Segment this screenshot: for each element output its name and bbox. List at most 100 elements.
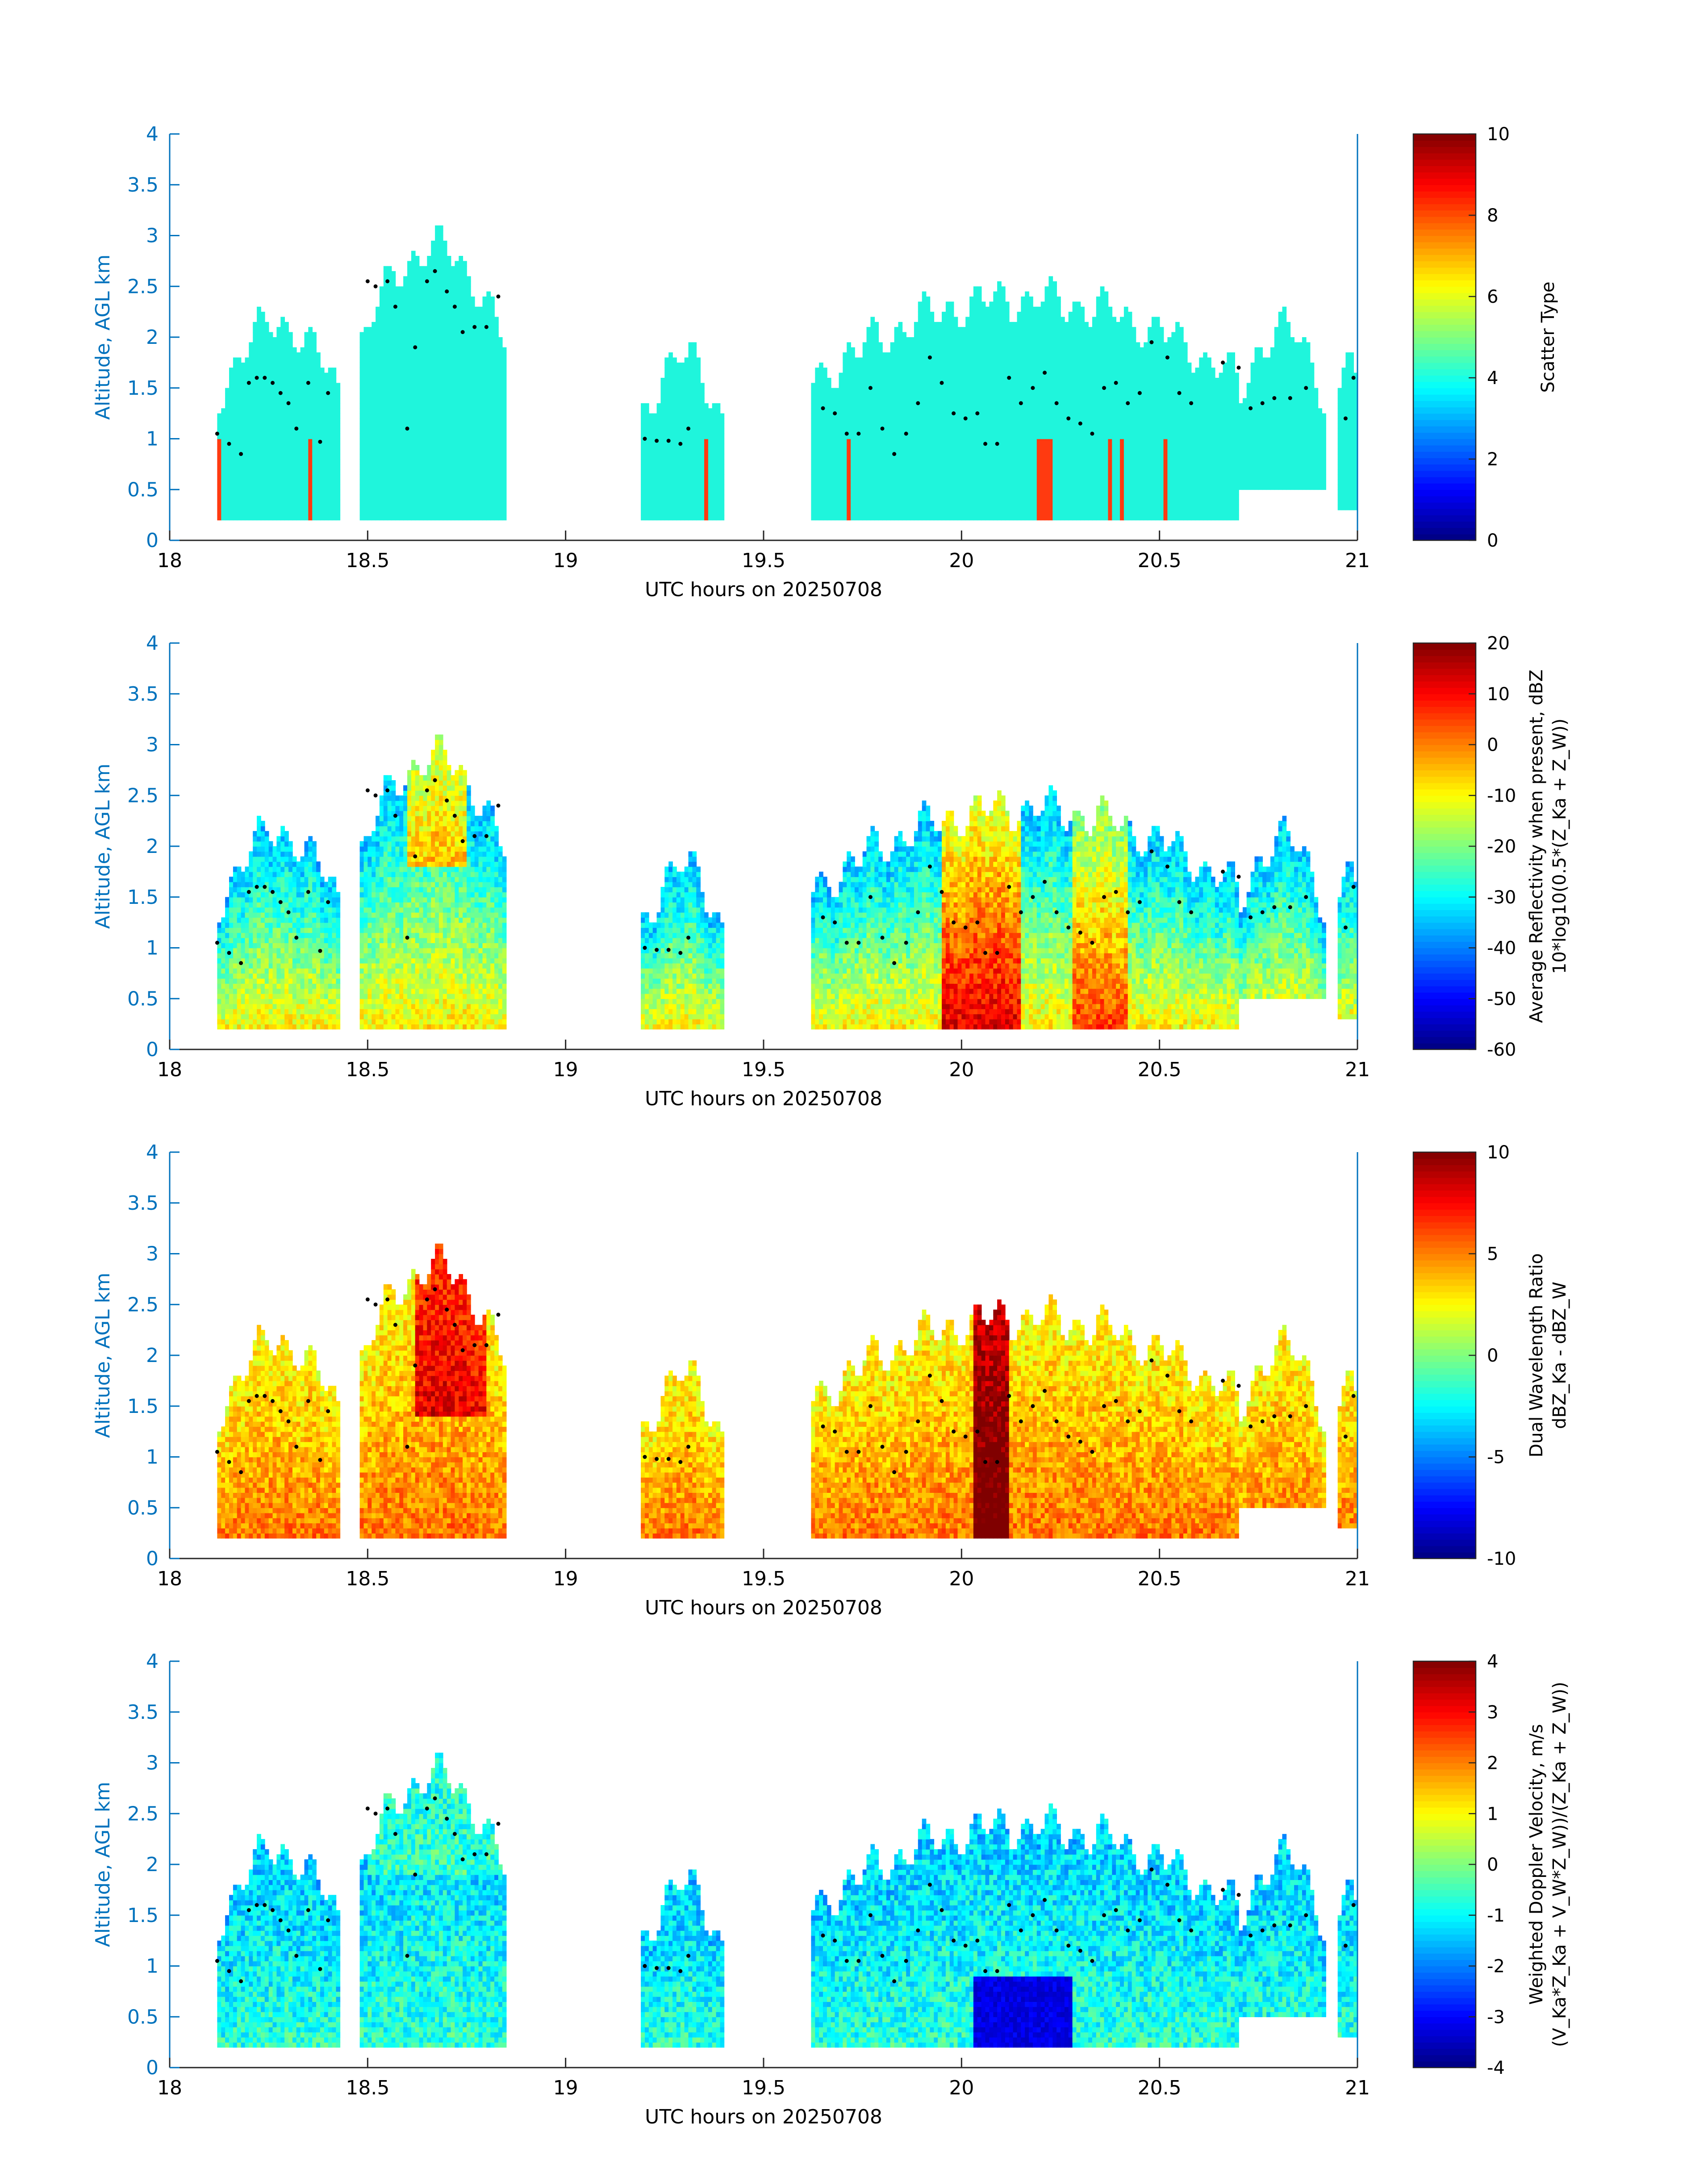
heatmap-cell bbox=[700, 510, 705, 515]
heatmap-cell bbox=[490, 342, 495, 348]
heatmap-cell bbox=[455, 312, 459, 318]
heatmap-cell bbox=[957, 449, 962, 455]
heatmap-cell bbox=[482, 434, 487, 439]
heatmap-cell bbox=[922, 388, 927, 393]
heatmap-cell bbox=[953, 474, 958, 480]
heatmap-cell bbox=[435, 266, 439, 272]
heatmap-cell bbox=[431, 479, 435, 485]
heatmap-cell bbox=[451, 479, 455, 485]
heatmap-cell bbox=[431, 403, 435, 409]
heatmap-cell bbox=[874, 505, 879, 510]
heatmap-cell bbox=[973, 352, 978, 358]
heatmap-cell bbox=[379, 378, 384, 384]
heatmap-cell bbox=[478, 372, 483, 378]
heatmap-cell bbox=[827, 378, 831, 384]
heatmap-cell bbox=[934, 474, 938, 480]
heatmap-cell bbox=[910, 494, 915, 500]
heatmap-cell bbox=[981, 388, 986, 393]
heatmap-cell bbox=[672, 403, 677, 409]
heatmap-cell bbox=[858, 418, 863, 424]
heatmap-cell bbox=[268, 403, 273, 409]
heatmap-cell bbox=[981, 449, 986, 455]
heatmap-cell bbox=[851, 388, 855, 393]
heatmap-cell bbox=[902, 459, 906, 465]
heatmap-cell bbox=[280, 474, 285, 480]
heatmap-cell bbox=[463, 378, 467, 384]
heatmap-cell bbox=[379, 505, 384, 510]
heatmap-cell bbox=[308, 357, 313, 363]
heatmap-cell bbox=[288, 423, 293, 429]
heatmap-cell bbox=[874, 494, 879, 500]
heatmap-cell bbox=[284, 413, 289, 419]
heatmap-cell bbox=[965, 332, 970, 338]
heatmap-cell bbox=[478, 398, 483, 404]
heatmap-cell bbox=[233, 484, 238, 490]
heatmap-cell bbox=[308, 464, 313, 470]
heatmap-cell bbox=[502, 413, 507, 419]
heatmap-cell bbox=[423, 474, 428, 480]
heatmap-cell bbox=[312, 505, 317, 510]
heatmap-cell bbox=[874, 515, 879, 521]
heatmap-cell bbox=[383, 357, 388, 363]
heatmap-cell bbox=[926, 362, 931, 368]
heatmap-cell bbox=[276, 352, 281, 358]
heatmap-cell bbox=[938, 322, 942, 328]
heatmap-cell bbox=[953, 489, 958, 495]
heatmap-cell bbox=[411, 510, 416, 515]
heatmap-cell bbox=[851, 352, 855, 358]
heatmap-cell bbox=[847, 388, 851, 393]
heatmap-cell bbox=[914, 439, 919, 444]
heatmap-cell bbox=[843, 403, 847, 409]
heatmap-cell bbox=[482, 418, 487, 424]
heatmap-cell bbox=[443, 372, 447, 378]
heatmap-cell bbox=[257, 342, 261, 348]
heatmap-cell bbox=[894, 388, 899, 393]
heatmap-cell bbox=[435, 322, 439, 328]
heatmap-cell bbox=[363, 383, 368, 389]
heatmap-cell bbox=[478, 357, 483, 363]
heatmap-cell bbox=[399, 378, 404, 384]
heatmap-cell bbox=[645, 489, 649, 495]
heatmap-cell bbox=[379, 337, 384, 343]
heatmap-cell bbox=[882, 423, 887, 429]
heatmap-cell bbox=[403, 464, 408, 470]
heatmap-cell bbox=[288, 443, 293, 450]
heatmap-cell bbox=[312, 398, 317, 404]
heatmap-cell bbox=[918, 443, 923, 450]
heatmap-cell bbox=[419, 393, 424, 399]
heatmap-cell bbox=[862, 342, 867, 348]
heatmap-cell bbox=[902, 469, 906, 475]
heatmap-cell bbox=[399, 403, 404, 409]
heatmap-cell bbox=[467, 388, 471, 393]
heatmap-cell bbox=[648, 418, 653, 424]
heatmap-cell bbox=[684, 454, 689, 460]
heatmap-cell bbox=[906, 342, 910, 348]
heatmap-cell bbox=[459, 342, 463, 348]
heatmap-cell bbox=[324, 449, 329, 455]
heatmap-cell bbox=[957, 489, 962, 495]
heatmap-cell bbox=[379, 489, 384, 495]
heatmap-cell bbox=[494, 393, 499, 399]
heatmap-cell bbox=[870, 327, 875, 333]
heatmap-cell bbox=[704, 479, 709, 485]
heatmap-cell bbox=[431, 439, 435, 444]
heatmap-cell bbox=[241, 454, 246, 460]
heatmap-cell bbox=[680, 489, 685, 495]
heatmap-cell bbox=[934, 443, 938, 450]
heatmap-cell bbox=[376, 393, 380, 399]
heatmap-cell bbox=[324, 408, 329, 414]
heatmap-cell bbox=[823, 443, 827, 450]
heatmap-cell bbox=[961, 479, 966, 485]
heatmap-cell bbox=[383, 423, 388, 429]
heatmap-cell bbox=[395, 347, 400, 353]
heatmap-cell bbox=[482, 327, 487, 333]
heatmap-cell bbox=[949, 332, 954, 338]
heatmap-cell bbox=[372, 388, 376, 393]
heatmap-cell bbox=[835, 459, 839, 465]
heatmap-cell bbox=[415, 464, 420, 470]
heatmap-cell bbox=[708, 454, 713, 460]
heatmap-cell bbox=[680, 418, 685, 424]
heatmap-cell bbox=[839, 500, 844, 506]
heatmap-cell bbox=[435, 474, 439, 480]
heatmap-cell bbox=[451, 413, 455, 419]
